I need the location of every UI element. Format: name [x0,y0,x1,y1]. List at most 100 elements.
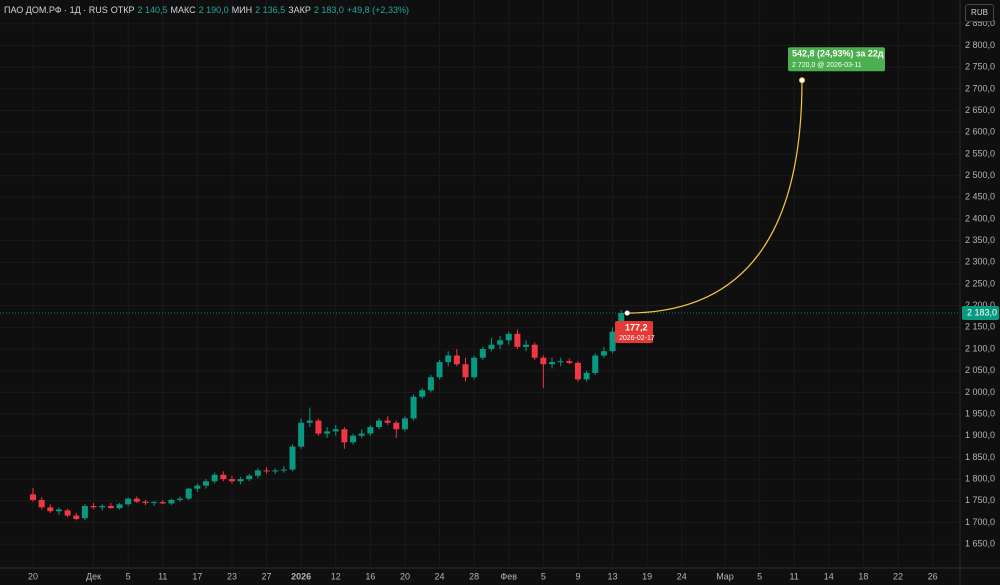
low-name: МИН [231,5,253,15]
candle-body [90,505,97,508]
y-tick-label: 2 250,0 [965,278,995,288]
y-tick-label: 2 700,0 [965,83,995,93]
open-value: 2 140,5 [137,5,168,15]
candle-body [116,504,123,509]
candle-body [272,470,279,472]
candle-body [436,362,443,378]
y-tick-label: 2 800,0 [965,40,995,50]
candle-body [531,344,538,358]
candle-body [393,422,400,430]
y-tick-label: 1 900,0 [965,430,995,440]
candle-body [168,499,175,504]
candle-body [280,469,287,471]
low-value: 2 136,5 [255,5,286,15]
candle-body [55,509,62,512]
y-tick-label: 2 750,0 [965,62,995,72]
projection-end [799,77,805,84]
candle-body [142,501,149,503]
y-tick-label: 2 500,0 [965,170,995,180]
y-tick-label: 2 200,0 [965,300,995,310]
y-tick-label: 1 650,0 [965,539,995,549]
candle-body [73,515,80,520]
x-tick-label: 27 [262,571,272,581]
candle-body [557,361,564,363]
candle-body [609,331,616,352]
candle-body [228,479,235,482]
symbol-header: ПАО ДОМ.РФ · 1Д · RUS ОТКР 2 140,5 МАКС 2 … [4,5,409,15]
candle-body [220,474,227,480]
x-tick-label: 24 [435,571,445,581]
x-tick-label: 5 [757,571,762,581]
last-price-tag [962,306,999,321]
projection-curve [627,80,803,314]
candle-body [324,431,331,434]
x-tick-label: 22 [893,571,903,581]
x-tick-label: 12 [331,571,341,581]
close-value: 2 183,0 [313,5,344,15]
candle-body [151,502,158,504]
candle-body [38,499,45,508]
projection-target-label: 2 720,0 @ 2026-03-11 [792,62,862,69]
x-tick-label: 11 [790,571,799,581]
y-tick-label: 1 750,0 [965,495,995,505]
candle-body [211,474,218,482]
start-tag-date: 2026-02-17 [619,335,655,342]
candle-body [592,355,599,373]
y-tick-label: 2 550,0 [965,148,995,158]
last-price-label: 2 183,0 [967,307,997,317]
currency-button[interactable]: RUB [965,4,994,22]
start-tag-box [615,321,653,344]
candle-body [367,427,374,434]
high-name: МАКС [170,5,196,15]
candle-body [540,357,547,365]
candle-body [254,470,261,476]
candle-body [159,502,166,504]
candle-body [306,420,313,423]
projection-label: 542,8 (24,93%) за 22д [792,49,884,59]
candle-body [332,429,339,432]
candle-body [376,420,382,428]
x-tick-label: 9 [575,571,580,581]
high-value: 2 190,0 [198,5,229,15]
x-tick-label: 19 [642,571,652,581]
candle-body [341,429,348,443]
x-tick-label: 26 [928,571,938,581]
candle-body [410,396,417,419]
symbol-title[interactable]: ПАО ДОМ.РФ · 1Д · RUS [4,5,108,15]
candle-body [64,510,71,516]
candle-body [479,349,486,358]
y-tick-label: 2 100,0 [965,343,995,353]
candle-body [107,505,114,509]
projection-label-box [788,47,885,72]
candle-body [203,481,209,486]
change-value: +49,8 (+2,33%) [346,5,409,15]
candle-body [384,420,391,423]
y-tick-label: 2 400,0 [965,213,995,223]
candle-body [427,377,434,391]
x-tick-label: 20 [28,571,38,581]
candle-body [81,505,88,519]
candle-body [246,475,253,480]
candle-body [194,485,201,489]
x-tick-label: 5 [541,571,546,581]
x-tick-label: 24 [677,571,687,581]
x-tick-label: 20 [400,571,410,581]
x-tick-label: 28 [469,571,479,581]
x-tick-label: Дек [86,571,101,581]
x-tick-label: 13 [608,571,618,581]
candle-body [471,357,478,378]
candle-body [263,470,270,472]
candle-body [523,344,530,347]
projection-start [624,310,630,316]
candle-body [505,333,512,341]
candle-body [315,420,322,434]
y-tick-label: 2 350,0 [965,235,995,245]
y-tick-label: 1 850,0 [965,452,995,462]
x-tick-label: 18 [858,571,868,581]
y-tick-label: 2 000,0 [965,387,995,397]
candle-body [298,422,305,447]
open-name: ОТКР [110,5,135,15]
close-name: ЗАКР [288,5,311,15]
y-tick-label: 2 150,0 [965,322,995,332]
y-tick-label: 1 700,0 [965,517,995,527]
